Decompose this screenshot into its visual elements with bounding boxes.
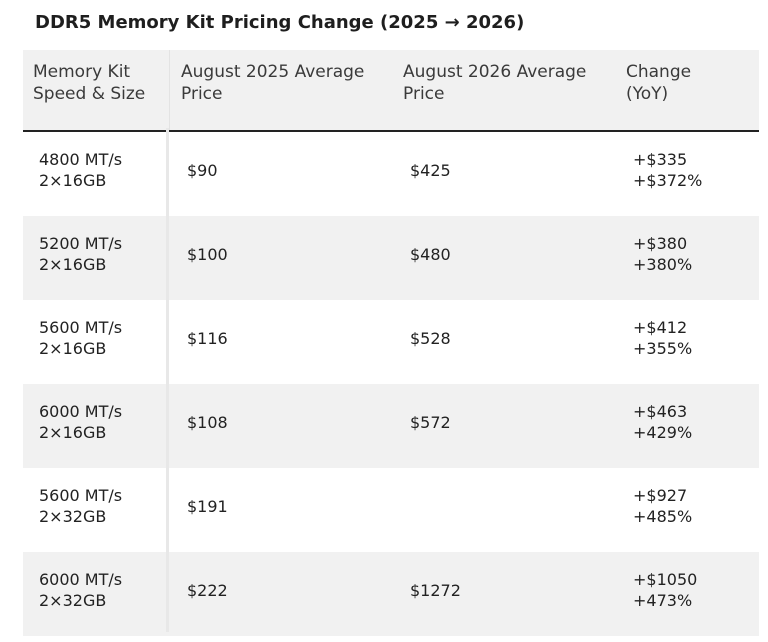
header-aug-2026: August 2026 Average Price — [392, 50, 615, 130]
price-2025-cell: $108 — [187, 412, 228, 432]
price-2025-cell: $100 — [187, 244, 228, 264]
table-row: 5600 MT/s 2×16GB $116 $528 +$412 +355% — [23, 296, 759, 384]
change-cell: +$412 +355% — [615, 317, 759, 359]
change-cell: +$335 +$372% — [615, 149, 759, 191]
price-2026-cell: $425 — [410, 160, 451, 180]
kit-size: 2×32GB — [39, 591, 107, 610]
table-row: 5600 MT/s 2×32GB $191 +$927 +485% — [23, 464, 759, 552]
header-memory-kit: Memory Kit Speed & Size — [23, 50, 169, 130]
memory-kit-cell: 6000 MT/s 2×32GB — [23, 548, 169, 632]
price-2026-cell: $480 — [410, 244, 451, 264]
price-2025-cell: $90 — [187, 160, 218, 180]
price-2026-cell: $1272 — [410, 580, 461, 600]
change-absolute: +$927 — [633, 486, 688, 505]
change-cell: +$1050 +473% — [615, 569, 759, 611]
memory-kit-cell: 6000 MT/s 2×16GB — [23, 380, 169, 464]
price-2026-cell: $528 — [410, 328, 451, 348]
change-absolute: +$412 — [633, 318, 688, 337]
kit-speed: 6000 MT/s — [39, 402, 123, 421]
change-absolute: +$380 — [633, 234, 688, 253]
kit-speed: 4800 MT/s — [39, 150, 123, 169]
price-2025-cell: $116 — [187, 328, 228, 348]
change-cell: +$463 +429% — [615, 401, 759, 443]
kit-speed: 5200 MT/s — [39, 234, 123, 253]
header-line: Price — [181, 84, 223, 104]
kit-size: 2×16GB — [39, 255, 107, 274]
change-absolute: +$463 — [633, 402, 688, 421]
table-row: 5200 MT/s 2×16GB $100 $480 +$380 +380% — [23, 212, 759, 300]
header-line: Memory Kit — [33, 62, 131, 82]
kit-size: 2×16GB — [39, 171, 107, 190]
header-line: Speed & Size — [33, 84, 146, 104]
page-title: DDR5 Memory Kit Pricing Change (2025 → 2… — [35, 12, 525, 33]
price-2025-cell: $191 — [187, 496, 228, 516]
change-cell: +$927 +485% — [615, 485, 759, 527]
header-line: August 2025 Average — [181, 62, 365, 82]
table-header: Memory Kit Speed & Size August 2025 Aver… — [23, 50, 759, 132]
change-percent: +380% — [633, 255, 693, 274]
kit-size: 2×16GB — [39, 339, 107, 358]
table-row: 6000 MT/s 2×32GB $222 $1272 +$1050 +473% — [23, 548, 759, 636]
header-line: Change — [626, 62, 692, 82]
change-percent: +485% — [633, 507, 693, 526]
change-percent: +355% — [633, 339, 693, 358]
kit-size: 2×32GB — [39, 507, 107, 526]
change-cell: +$380 +380% — [615, 233, 759, 275]
price-2026-cell: $572 — [410, 412, 451, 432]
header-aug-2025: August 2025 Average Price — [169, 50, 392, 130]
memory-kit-cell: 4800 MT/s 2×16GB — [23, 128, 169, 212]
header-line: Price — [403, 84, 445, 104]
table-row: 6000 MT/s 2×16GB $108 $572 +$463 +429% — [23, 380, 759, 468]
kit-speed: 5600 MT/s — [39, 318, 123, 337]
memory-kit-cell: 5600 MT/s 2×16GB — [23, 296, 169, 380]
kit-speed: 5600 MT/s — [39, 486, 123, 505]
change-percent: +$372% — [633, 171, 703, 190]
table-row: 4800 MT/s 2×16GB $90 $425 +$335 +$372% — [23, 128, 759, 216]
memory-kit-cell: 5200 MT/s 2×16GB — [23, 212, 169, 296]
price-2025-cell: $222 — [187, 580, 228, 600]
header-change: Change (YoY) — [615, 50, 759, 130]
change-percent: +473% — [633, 591, 693, 610]
pricing-table: Memory Kit Speed & Size August 2025 Aver… — [23, 50, 759, 636]
change-percent: +429% — [633, 423, 693, 442]
memory-kit-cell: 5600 MT/s 2×32GB — [23, 464, 169, 548]
header-line: August 2026 Average — [403, 62, 587, 82]
kit-speed: 6000 MT/s — [39, 570, 123, 589]
change-absolute: +$335 — [633, 150, 688, 169]
header-line: (YoY) — [626, 84, 669, 104]
kit-size: 2×16GB — [39, 423, 107, 442]
change-absolute: +$1050 — [633, 570, 698, 589]
